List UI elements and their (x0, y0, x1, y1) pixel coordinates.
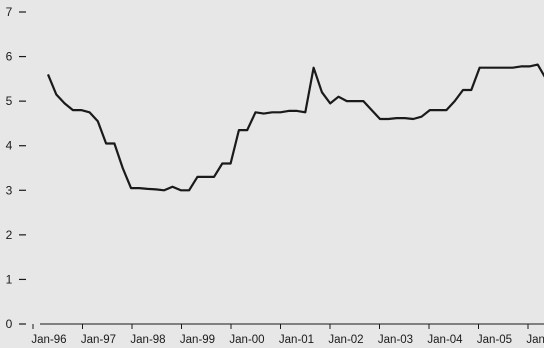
y-tick-label: 2 (6, 228, 13, 242)
x-tick-label: Jan-01 (279, 334, 314, 346)
x-tick-label: Jan-97 (81, 334, 116, 346)
x-tick-label: Jan-02 (328, 334, 363, 346)
x-tick-label: Jan-98 (130, 334, 165, 346)
x-tick-label: Jan-05 (477, 334, 512, 346)
series-line (46, 63, 544, 192)
x-tick-label: Jan-00 (229, 334, 264, 346)
y-axis: 0 1 2 3 4 5 6 7 (6, 5, 26, 331)
x-tick-label: Jan-06 (526, 334, 544, 346)
y-tick-label: 4 (6, 139, 13, 153)
x-tick-label: Jan-99 (180, 334, 215, 346)
plot-area (46, 63, 544, 192)
y-tick-label: 5 (6, 94, 13, 108)
y-tick-label: 6 (6, 50, 13, 64)
y-tick-label: 1 (6, 272, 13, 286)
x-tick-label: Jan-96 (31, 334, 66, 346)
y-tick-label: 3 (6, 183, 13, 197)
y-tick-label: 0 (6, 317, 13, 331)
x-tick-label: Jan-03 (378, 334, 413, 346)
x-tick-label: Jan-04 (427, 334, 463, 346)
y-tick-label: 7 (6, 5, 13, 19)
x-axis: Jan-96 Jan-97 Jan-98 Jan-99 Jan-00 Jan-01 Jan-… (31, 323, 544, 346)
